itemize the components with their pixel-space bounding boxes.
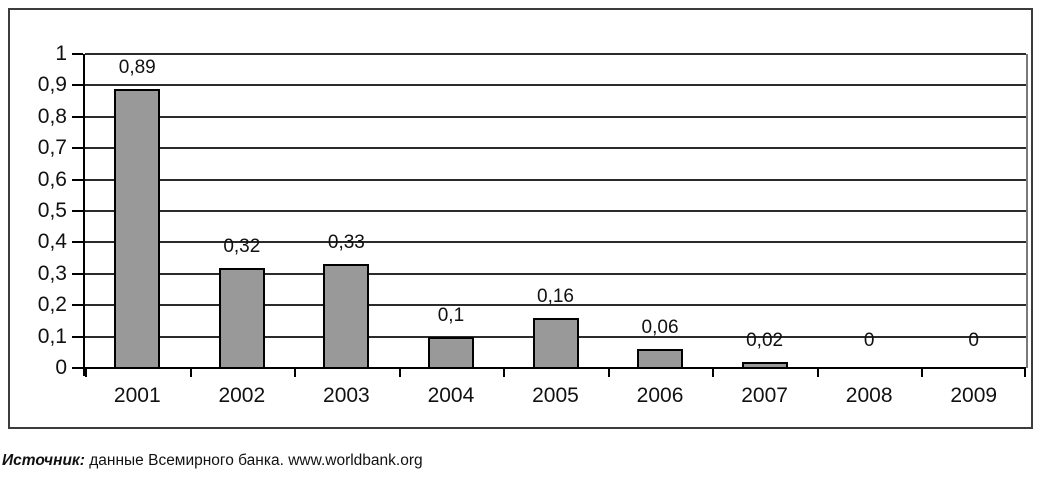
- bar: [532, 317, 579, 368]
- gridline: [85, 304, 1026, 307]
- x-axis-category-label: 2009: [950, 384, 998, 407]
- gridline: [85, 53, 1026, 56]
- y-axis-tick: [72, 304, 83, 307]
- y-axis-tick-label: 0: [55, 356, 67, 379]
- x-axis-category-label: 2006: [636, 384, 684, 407]
- y-axis-tick: [72, 210, 83, 212]
- y-axis-tick-label: 0,4: [37, 230, 67, 254]
- x-axis-category-label: 2007: [741, 384, 788, 407]
- bar: [741, 361, 788, 368]
- y-axis-tick-label: 0,1: [37, 324, 67, 348]
- source-text: данные Всемирного банка. www.worldbank.o…: [89, 452, 423, 469]
- x-axis-tick: [189, 368, 192, 377]
- y-axis-tick: [72, 53, 83, 55]
- y-axis-tick-label: 0,9: [37, 73, 67, 97]
- source-label: Источник:: [2, 452, 85, 469]
- bar-value-label: 0,32: [223, 235, 261, 257]
- gridline: [85, 115, 1026, 118]
- bar-value-label: 0,89: [118, 56, 156, 78]
- gridline: [85, 178, 1026, 181]
- source-caption: Источник: данные Всемирного банка. www.w…: [2, 452, 423, 470]
- plot-area: 0 0,1 0,2 0,3 0,4 0,5 0,6 0,7 0,8 0,9 1 0,89 2001 0,3…: [38, 42, 1028, 407]
- y-axis-tick: [72, 272, 83, 275]
- y-axis-tick-label: 0,7: [37, 136, 67, 160]
- y-axis-tick-label: 1: [55, 42, 67, 65]
- y-axis-tick: [72, 335, 83, 338]
- x-axis-category-label: 2005: [532, 384, 579, 407]
- x-axis-category-label: 2004: [427, 384, 475, 407]
- y-axis-tick: [72, 241, 83, 244]
- bar: [114, 88, 161, 368]
- x-axis-line: [83, 367, 1026, 369]
- y-axis-tick-label: 0,8: [37, 104, 67, 128]
- x-axis-category-label: 2001: [113, 384, 161, 407]
- chart-frame: 0 0,1 0,2 0,3 0,4 0,5 0,6 0,7 0,8 0,9 1 0,89 2001 0,3…: [8, 8, 1033, 429]
- bar-value-label: 0,02: [746, 329, 784, 351]
- gridline: [85, 241, 1026, 244]
- bar: [218, 267, 265, 368]
- y-axis-tick: [72, 178, 83, 181]
- bar-value-label: 0: [968, 330, 979, 351]
- x-axis-tick: [503, 368, 506, 377]
- x-axis-tick: [398, 368, 401, 377]
- bar: [323, 264, 370, 368]
- y-axis-tick: [72, 115, 83, 118]
- x-axis-tick: [712, 368, 715, 377]
- gridline: [85, 210, 1026, 212]
- y-axis-tick-label: 0,2: [37, 293, 67, 317]
- gridline: [85, 84, 1026, 87]
- y-axis-tick: [72, 367, 83, 369]
- x-axis-tick: [294, 368, 297, 377]
- y-axis-tick-label: 0,5: [37, 199, 67, 222]
- x-axis-tick: [1024, 368, 1026, 377]
- bar: [427, 336, 474, 368]
- x-axis-category-label: 2002: [218, 384, 266, 407]
- y-axis-tick-label: 0,6: [37, 167, 67, 191]
- bar-value-label: 0,06: [641, 317, 679, 339]
- bar-value-label: 0,33: [327, 232, 365, 254]
- y-axis-tick: [72, 147, 83, 150]
- y-axis-tick: [72, 84, 83, 87]
- gridline: [85, 272, 1026, 275]
- bar-value-label: 0,16: [537, 285, 574, 307]
- x-axis-tick: [607, 368, 610, 377]
- bar-value-label: 0: [863, 330, 875, 351]
- x-axis-tick: [921, 368, 924, 377]
- bar-value-label: 0,1: [437, 304, 465, 326]
- x-axis-category-label: 2008: [845, 384, 893, 407]
- y-axis-tick-label: 0,3: [37, 261, 67, 285]
- x-axis-tick: [85, 368, 87, 377]
- x-axis-tick: [816, 368, 819, 377]
- gridline: [85, 147, 1026, 150]
- bar: [637, 349, 684, 368]
- x-axis-category-label: 2003: [323, 384, 370, 407]
- y-axis-line: [83, 54, 85, 376]
